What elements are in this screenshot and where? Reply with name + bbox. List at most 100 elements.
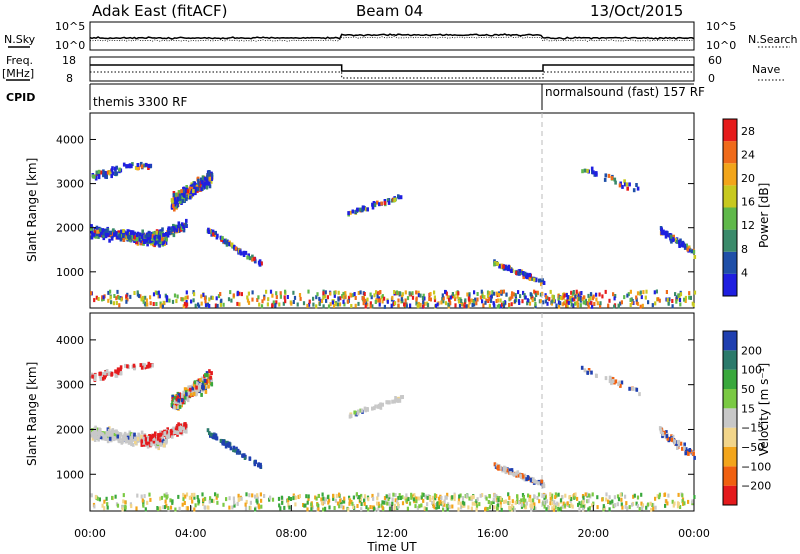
- data-cell-508: [165, 232, 168, 236]
- data-cell-99: [117, 436, 120, 441]
- data-cell-1467: [614, 503, 617, 508]
- power-frame: [89, 112, 695, 309]
- data-cell-1687: [381, 500, 384, 505]
- data-cell-64: [132, 363, 136, 368]
- data-cell-530: [147, 233, 150, 238]
- data-cell-1320: [193, 492, 196, 497]
- data-cell-1464: [432, 499, 435, 504]
- data-cell-1730: [502, 303, 506, 308]
- data-cell-1458: [442, 296, 445, 301]
- data-cell-1739: [246, 295, 249, 300]
- data-cell-309: [126, 435, 130, 440]
- data-cell-1656: [378, 298, 381, 303]
- data-cell-37: [110, 174, 113, 179]
- data-cell-1707: [576, 303, 579, 308]
- data-cell-936: [523, 473, 527, 478]
- data-cell-1752: [329, 302, 332, 307]
- data-cell-1551: [429, 292, 432, 296]
- data-cell-1365: [111, 495, 114, 500]
- data-cell-1683: [534, 301, 537, 306]
- data-cell-1309: [356, 504, 359, 508]
- data-cell-362: [98, 433, 101, 438]
- data-cell-1726: [397, 504, 400, 509]
- data-cell-1767: [217, 294, 221, 299]
- data-cell-1184: [390, 303, 393, 308]
- data-cell-1624: [573, 494, 576, 499]
- data-cell-1305: [546, 301, 549, 306]
- data-cell-1491: [572, 290, 575, 294]
- data-cell-1270: [569, 295, 572, 300]
- data-cell-384: [93, 428, 96, 433]
- data-cell-779: [194, 188, 197, 193]
- data-cell-1644: [248, 493, 251, 498]
- data-cell-1489: [691, 301, 694, 306]
- data-cell-1184: [388, 501, 391, 506]
- data-cell-1475: [502, 499, 506, 504]
- data-cell-1402: [158, 294, 161, 299]
- data-cell-1210: [572, 303, 575, 308]
- data-cell-321: [161, 438, 165, 443]
- data-cell-1610: [689, 295, 692, 300]
- data-cell-1417: [549, 496, 552, 501]
- data-cell-1722: [118, 303, 121, 308]
- data-cell-821: [225, 442, 229, 447]
- data-cell-1531: [363, 298, 367, 303]
- data-cell-1703: [581, 507, 585, 512]
- data-cell-1727: [591, 304, 594, 309]
- data-cell-104: [97, 234, 100, 239]
- data-cell-750: [210, 378, 213, 383]
- nave-tick-top: 60: [708, 54, 722, 67]
- data-cell-1007: [621, 184, 624, 189]
- data-cell-1608: [492, 497, 495, 502]
- data-cell-149: [140, 430, 144, 435]
- data-cell-1207: [529, 494, 532, 499]
- data-cell-1711: [445, 495, 448, 500]
- freq-panel: Freq. [MHz] 18 8 60 0 Nave: [2, 54, 784, 85]
- data-cell-375: [158, 238, 161, 243]
- data-cell-1499: [691, 499, 694, 504]
- data-cell-1668: [423, 296, 426, 301]
- data-cell-1726: [526, 298, 529, 303]
- data-cell-527: [168, 429, 171, 434]
- data-cell-506: [142, 436, 145, 441]
- data-cell-1590: [315, 496, 318, 501]
- data-cell-1569: [361, 296, 364, 301]
- data-cell-1556: [432, 503, 435, 508]
- data-cell-837: [227, 441, 231, 446]
- data-cell-1384: [510, 302, 513, 307]
- data-cell-1496: [616, 494, 620, 499]
- data-cell-1086: [678, 244, 681, 248]
- data-cell-708: [186, 389, 190, 394]
- data-cell-767: [178, 404, 182, 409]
- data-cell-1679: [152, 302, 155, 306]
- data-cell-812: [225, 242, 229, 247]
- data-cell-933: [540, 282, 543, 287]
- data-cell-1197: [655, 289, 658, 294]
- data-cell-1621: [667, 493, 670, 498]
- data-cell-24: [115, 370, 119, 375]
- data-cell-1376: [583, 300, 586, 305]
- data-cell-1592: [490, 298, 493, 303]
- data-cell-844: [242, 250, 246, 255]
- data-cell-811: [246, 255, 249, 260]
- data-cell-1000: [593, 172, 597, 177]
- data-cell-8: [108, 372, 111, 376]
- data-cell-809: [229, 446, 233, 451]
- data-cell-1616: [232, 496, 235, 501]
- data-cell-1517: [211, 295, 214, 300]
- data-cell-1148: [183, 501, 186, 505]
- data-cell-1361: [441, 297, 444, 302]
- data-cell-1302: [302, 301, 306, 306]
- data-cell-1408: [338, 492, 341, 497]
- data-cell-1611: [178, 506, 181, 511]
- data-cell-1561: [404, 496, 407, 501]
- data-cell-1336: [528, 498, 531, 502]
- data-cell-1225: [202, 502, 205, 506]
- data-cell-1529: [579, 303, 582, 308]
- data-cell-325: [102, 231, 106, 236]
- data-cell-1725: [316, 502, 319, 507]
- velocity-data-points: [90, 361, 696, 512]
- data-cell-1684: [479, 493, 482, 498]
- data-cell-1444: [236, 301, 239, 306]
- data-cell-1755: [505, 292, 508, 297]
